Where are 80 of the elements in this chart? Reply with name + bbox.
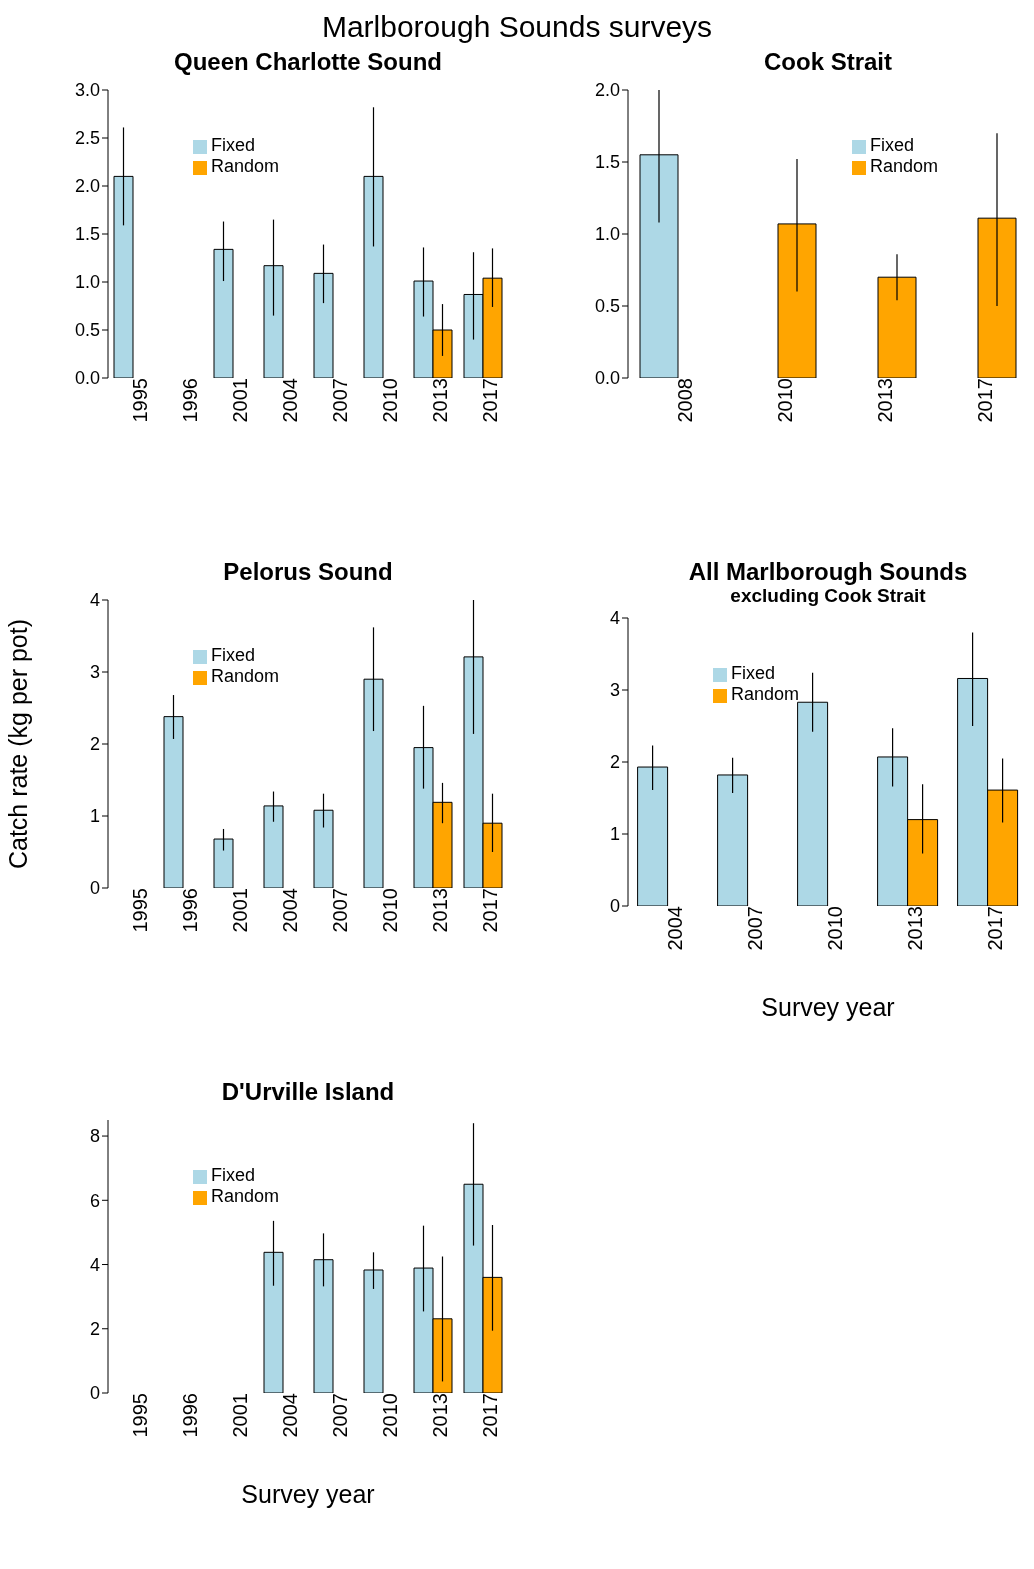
y-tick-label: 2 [89,1319,100,1340]
x-tick-label: 2017 [479,378,502,423]
y-tick-label: 0.0 [74,368,100,389]
y-tick-label: 1.5 [594,152,620,173]
x-tick-label: 2017 [479,888,502,933]
x-tick-label: 2010 [379,378,402,423]
x-tick-label: 2013 [429,1393,452,1438]
legend-label: Fixed [211,1165,256,1185]
legend-label: Random [731,684,800,704]
x-tick-label: 2001 [229,378,252,423]
legend-label: Fixed [211,645,256,665]
x-tick-label: 2007 [329,1393,352,1438]
y-tick-label: 1 [609,824,620,845]
y-tick-label: 2 [609,752,620,773]
y-tick-label: 2 [89,734,100,755]
x-tick-label: 1995 [129,378,152,423]
x-tick-label: 2010 [824,906,847,951]
x-tick-label: 2004 [279,888,302,933]
x-tick-label: 2013 [904,906,927,951]
x-tick-label: 1996 [179,378,202,423]
x-tick-label: 2017 [479,1393,502,1438]
x-tick-label: 2007 [329,888,352,933]
y-axis-title: Catch rate (kg per pot) [3,618,32,870]
x-tick-label: 2010 [379,1393,402,1438]
chart-title: Cook Strait [763,48,893,76]
y-tick-label: 1.5 [74,224,100,245]
y-tick-label: 4 [609,608,620,629]
y-tick-label: 3.0 [74,80,100,101]
y-tick-label: 0 [89,878,100,899]
y-tick-label: 1.0 [74,272,100,293]
y-tick-label: 4 [89,1254,100,1275]
y-tick-label: 3 [609,680,620,701]
y-tick-label: 4 [89,590,100,611]
legend-label: Fixed [211,135,256,155]
y-tick-label: 8 [89,1126,100,1147]
chart-subtitle: excluding Cook Strait [729,585,927,606]
x-tick-label: 2017 [984,906,1007,951]
y-tick-label: 0.0 [594,368,620,389]
chart-title: Pelorus Sound [222,558,394,586]
y-tick-label: 0.5 [594,296,620,317]
y-tick-label: 3 [89,662,100,683]
chart-title: D'Urville Island [220,1078,396,1106]
legend-label: Random [211,666,280,686]
text: Marlborough Sounds surveys [321,10,713,43]
x-tick-label: 2004 [279,378,302,423]
x-tick-label: 1995 [129,1393,152,1438]
legend-label: Random [211,156,280,176]
legend-label: Fixed [869,135,914,155]
y-tick-label: 6 [89,1190,100,1211]
legend-label: Fixed [731,663,776,683]
x-tick-label: 2004 [279,1393,302,1438]
x-tick-label: 1995 [129,888,152,933]
x-axis-title: Survey year [241,1480,375,1508]
x-tick-label: 1996 [179,888,202,933]
x-tick-label: 2007 [744,906,767,951]
x-tick-label: 2017 [974,378,997,423]
y-tick-label: 0 [89,1383,100,1404]
y-tick-label: 0 [609,896,620,917]
x-axis-title: Survey year [761,993,895,1021]
y-tick-label: 2.0 [74,176,100,197]
y-tick-label: 1 [89,806,100,827]
y-tick-label: 0.5 [74,320,100,341]
chart-title: All Marlborough Sounds [687,558,969,586]
chart-title: Queen Charlotte Sound [173,48,443,76]
x-tick-label: 2008 [674,378,697,423]
y-tick-label: 1.0 [594,224,620,245]
x-tick-label: 1996 [179,1393,202,1438]
x-tick-label: 2013 [429,888,452,933]
x-tick-label: 2013 [429,378,452,423]
legend-label: Random [211,1186,280,1206]
x-tick-label: 2001 [229,888,252,933]
y-tick-label: 2.5 [74,128,100,149]
x-tick-label: 2010 [379,888,402,933]
x-tick-label: 2010 [774,378,797,423]
x-tick-label: 2013 [874,378,897,423]
y-tick-label: 2.0 [594,80,620,101]
x-tick-label: 2007 [329,378,352,423]
x-tick-label: 2001 [229,1393,252,1438]
x-tick-label: 2004 [664,906,687,951]
legend-label: Random [869,156,938,176]
